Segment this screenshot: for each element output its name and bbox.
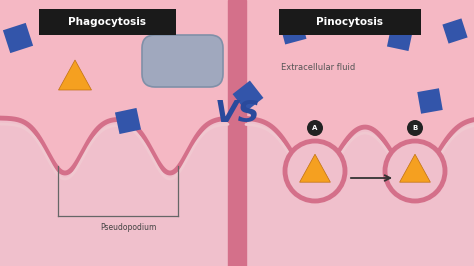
Text: Pseudopodium: Pseudopodium — [100, 223, 156, 232]
Text: A: A — [312, 125, 318, 131]
Polygon shape — [0, 118, 228, 266]
FancyBboxPatch shape — [279, 9, 421, 35]
Polygon shape — [442, 18, 467, 44]
Polygon shape — [246, 118, 474, 266]
FancyBboxPatch shape — [142, 35, 223, 87]
Polygon shape — [417, 88, 443, 114]
Bar — [228, 0, 246, 266]
Circle shape — [407, 120, 423, 136]
Text: Phagocytosis: Phagocytosis — [68, 17, 146, 27]
Polygon shape — [387, 25, 413, 51]
Polygon shape — [115, 108, 141, 134]
Circle shape — [307, 120, 323, 136]
Polygon shape — [233, 81, 264, 111]
Circle shape — [385, 141, 445, 201]
Circle shape — [285, 141, 345, 201]
Text: B: B — [412, 125, 418, 131]
Polygon shape — [280, 18, 307, 44]
Polygon shape — [300, 154, 330, 182]
Polygon shape — [3, 23, 33, 53]
Text: VS: VS — [214, 98, 260, 127]
Polygon shape — [400, 154, 430, 182]
Polygon shape — [58, 60, 91, 90]
FancyBboxPatch shape — [39, 9, 176, 35]
Text: Pinocytosis: Pinocytosis — [317, 17, 383, 27]
Text: Extracellular fluid: Extracellular fluid — [281, 64, 355, 73]
